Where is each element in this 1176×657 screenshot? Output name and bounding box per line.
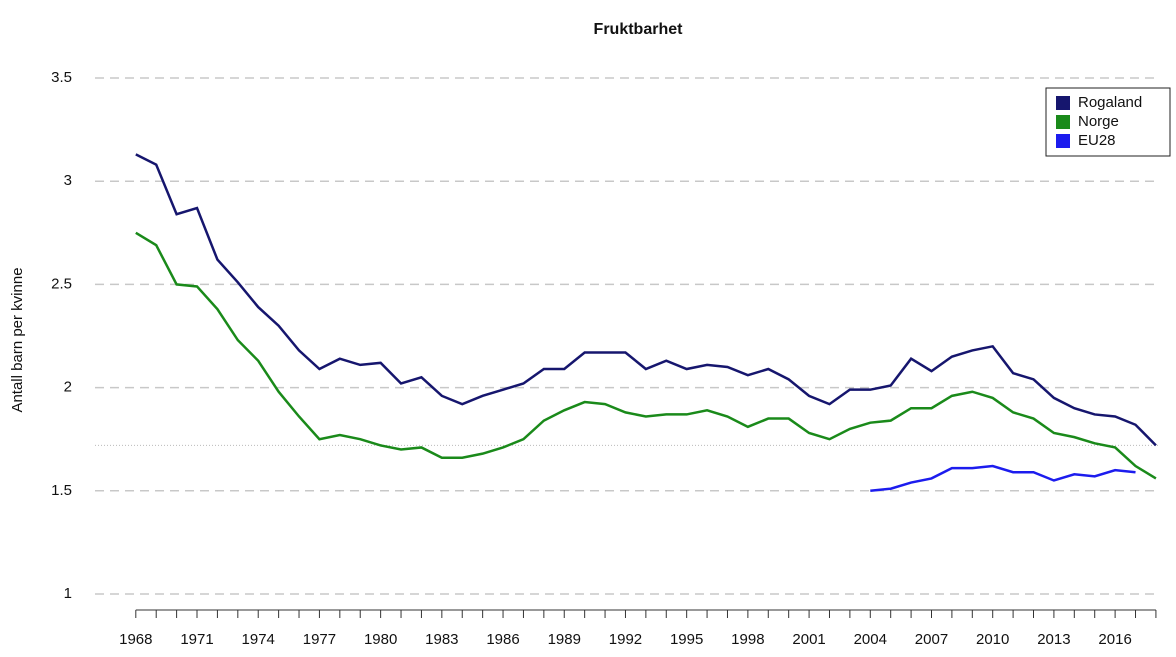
legend-label: Rogaland — [1078, 94, 1142, 111]
y-tick-label: 3 — [64, 172, 72, 189]
legend-swatch — [1056, 96, 1070, 110]
x-tick-label: 2007 — [915, 631, 948, 648]
x-tick-label: 1971 — [180, 631, 213, 648]
x-tick-label: 1995 — [670, 631, 703, 648]
y-tick-label: 2 — [64, 379, 72, 396]
x-tick-label: 1977 — [303, 631, 336, 648]
series-line — [135, 153, 1157, 447]
x-tick-label: 1992 — [609, 631, 642, 648]
legend-label: Norge — [1078, 113, 1119, 130]
legend-swatch — [1056, 134, 1070, 148]
x-tick-label: 2001 — [792, 631, 825, 648]
x-tick-label: 1986 — [486, 631, 519, 648]
x-tick-label: 1974 — [242, 631, 275, 648]
x-tick-label: 2010 — [976, 631, 1009, 648]
series-line — [135, 231, 1157, 480]
x-tick-label: 2016 — [1098, 631, 1131, 648]
x-tick-label: 1980 — [364, 631, 397, 648]
legend-swatch — [1056, 115, 1070, 129]
x-tick-label: 1989 — [548, 631, 581, 648]
y-tick-label: 1.5 — [51, 482, 72, 499]
x-tick-label: 1968 — [119, 631, 152, 648]
x-tick-label: 1983 — [425, 631, 458, 648]
legend-label: EU28 — [1078, 132, 1116, 149]
x-tick-label: 2004 — [854, 631, 887, 648]
chart-title: Fruktbarhet — [594, 21, 684, 38]
y-tick-label: 1 — [64, 585, 72, 602]
x-tick-label: 1998 — [731, 631, 764, 648]
x-tick-label: 2013 — [1037, 631, 1070, 648]
y-tick-label: 2.5 — [51, 275, 72, 292]
series-line — [870, 464, 1136, 493]
y-axis-label: Antall barn per kvinne — [9, 267, 26, 412]
y-tick-label: 3.5 — [51, 69, 72, 86]
